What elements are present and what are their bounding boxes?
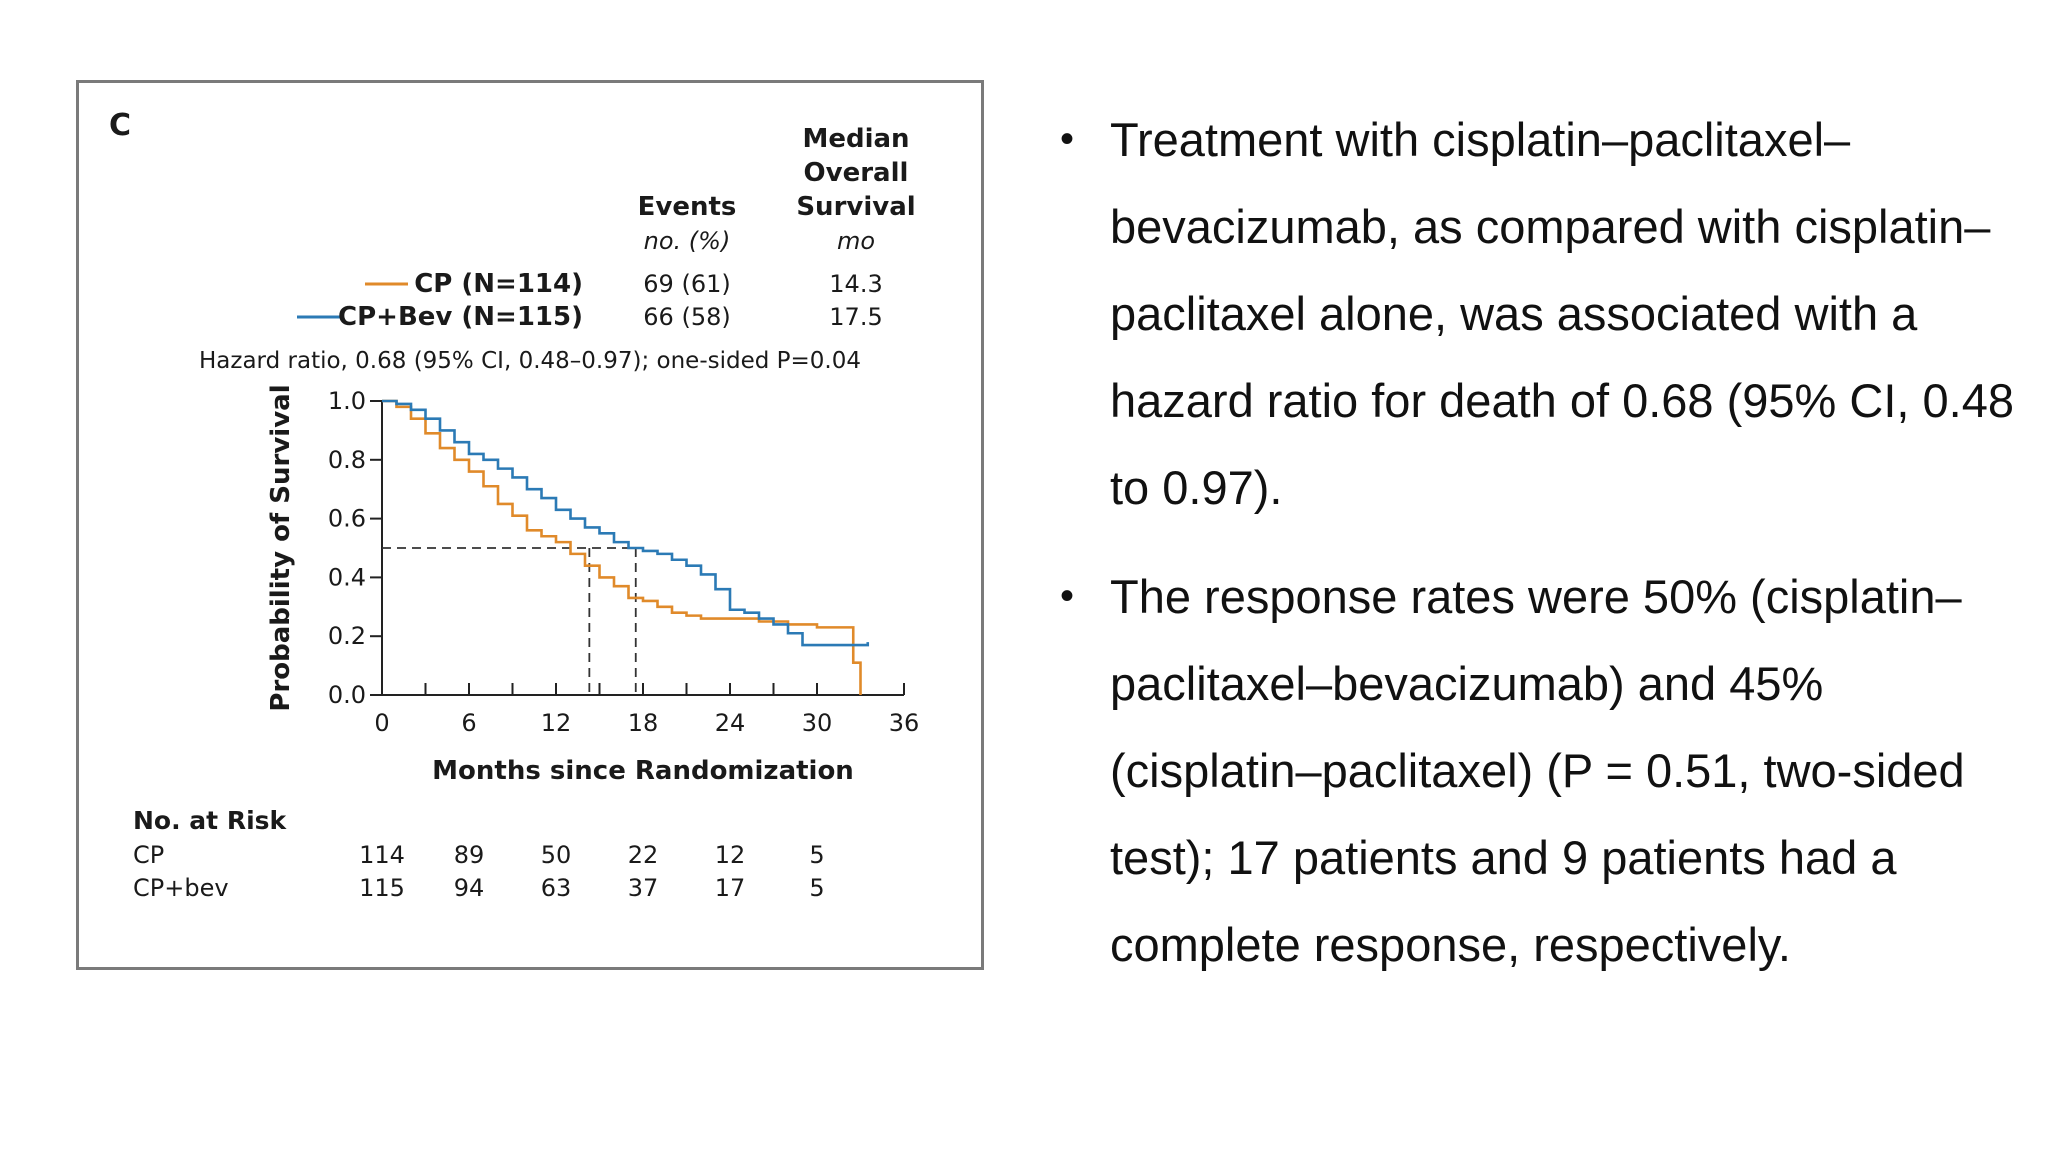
events-header: Events: [638, 192, 737, 222]
median-value-cpbev: 17.5: [829, 303, 882, 331]
bullet-item: • The response rates were 50% (cisplatin…: [1060, 553, 2020, 988]
risk-value: 17: [715, 874, 746, 902]
median-header-line-1: Median: [802, 124, 909, 154]
risk-values-cpbev: 115 94 63 37 17 5: [359, 874, 825, 902]
median-reference-lines: [382, 547, 637, 695]
bullet-text: Treatment with cisplatin–paclitaxel–beva…: [1110, 113, 2014, 514]
km-survival-chart: C Median Overall Survival mo Events no. …: [109, 108, 919, 902]
cpbev-survival-curve: [382, 399, 870, 647]
risk-value: 12: [715, 841, 746, 869]
risk-value: 94: [454, 874, 485, 902]
x-tick-label: 6: [461, 709, 476, 737]
x-tick-label: 30: [802, 709, 833, 737]
risk-value: 115: [359, 874, 405, 902]
median-value-cp: 14.3: [829, 270, 882, 298]
y-tick-label: 0.8: [328, 446, 366, 474]
x-axis-label: Months since Randomization: [432, 756, 854, 786]
y-tick-label: 0.2: [328, 622, 366, 650]
bullet-text: The response rates were 50% (cisplatin–p…: [1110, 570, 1965, 971]
x-tick-label: 12: [541, 709, 572, 737]
cp-survival-curve: [382, 399, 862, 695]
median-header-line-3: Survival: [796, 192, 915, 222]
legend-row-cp: CP (N=114) 69 (61) 14.3: [365, 269, 883, 299]
events-unit: no. (%): [644, 227, 731, 255]
bullet-list: • Treatment with cisplatin–paclitaxel–be…: [1060, 96, 2020, 1010]
x-ticks: 0 6 12 18 24 30 36: [374, 683, 919, 737]
risk-value: 63: [541, 874, 572, 902]
events-value-cpbev: 66 (58): [643, 303, 730, 331]
risk-table-title: No. at Risk: [133, 806, 288, 835]
survival-curves: [382, 399, 870, 695]
bullet-symbol: •: [1060, 117, 1075, 161]
risk-value: 89: [454, 841, 485, 869]
risk-values-cp: 114 89 50 22 12 5: [359, 841, 825, 869]
plot-area: 0.0 0.2 0.4 0.6 0.8 1.0 0 6 12 18 24 30 36: [328, 387, 919, 737]
risk-value: 37: [628, 874, 659, 902]
y-ticks: 0.0 0.2 0.4 0.6 0.8 1.0: [328, 387, 382, 709]
legend-row-cpbev: CP+Bev (N=115) 66 (58) 17.5: [297, 302, 883, 332]
y-tick-label: 0.6: [328, 505, 366, 533]
risk-value: 22: [628, 841, 659, 869]
legend-label-cpbev: CP+Bev (N=115): [338, 302, 583, 332]
risk-row-cp: CP 114 89 50 22 12 5: [133, 841, 825, 869]
y-tick-label: 0.4: [328, 563, 366, 591]
risk-value: 5: [809, 874, 824, 902]
y-tick-label: 1.0: [328, 387, 366, 415]
median-survival-header: Median Overall Survival mo: [796, 124, 915, 255]
x-tick-label: 24: [715, 709, 746, 737]
legend-label-cp: CP (N=114): [414, 269, 583, 299]
risk-row-cpbev: CP+bev 115 94 63 37 17 5: [133, 874, 825, 902]
median-unit: mo: [837, 227, 875, 255]
risk-value: 50: [541, 841, 572, 869]
x-tick-label: 18: [628, 709, 659, 737]
risk-label-cp: CP: [133, 841, 164, 869]
risk-label-cpbev: CP+bev: [133, 874, 229, 902]
risk-value: 114: [359, 841, 405, 869]
median-header-line-2: Overall: [804, 158, 909, 188]
hazard-ratio-text: Hazard ratio, 0.68 (95% CI, 0.48–0.97); …: [199, 348, 861, 374]
x-tick-label: 0: [374, 709, 389, 737]
y-axis-label: Probability of Survival: [266, 384, 296, 711]
figure-panel: C Median Overall Survival mo Events no. …: [76, 80, 984, 970]
x-tick-label: 36: [889, 709, 920, 737]
risk-value: 5: [809, 841, 824, 869]
panel-label: C: [109, 108, 131, 143]
bullet-item: • Treatment with cisplatin–paclitaxel–be…: [1060, 96, 2020, 531]
events-value-cp: 69 (61): [643, 270, 730, 298]
bullet-symbol: •: [1060, 574, 1075, 618]
y-tick-label: 0.0: [328, 681, 366, 709]
